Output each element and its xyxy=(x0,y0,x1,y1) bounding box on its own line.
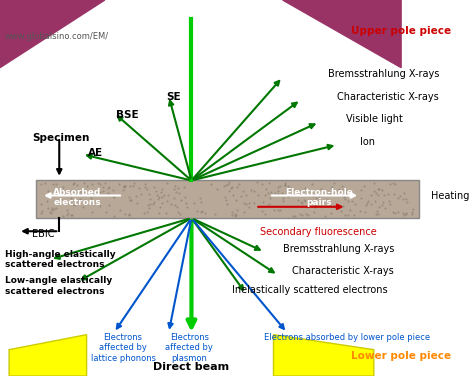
Text: Bremsstrahlung X-rays: Bremsstrahlung X-rays xyxy=(283,244,394,254)
Text: Ion: Ion xyxy=(360,136,375,147)
Text: Specimen: Specimen xyxy=(32,133,89,143)
Text: AE: AE xyxy=(88,148,103,158)
Text: Electrons
affected by
plasmon: Electrons affected by plasmon xyxy=(165,333,213,362)
Polygon shape xyxy=(273,335,374,376)
Text: SE: SE xyxy=(166,91,181,102)
Text: Absorbed
electrons: Absorbed electrons xyxy=(54,188,101,207)
Text: Inelastically scattered electrons: Inelastically scattered electrons xyxy=(232,285,388,295)
Polygon shape xyxy=(283,0,401,68)
Text: www.globalsino.com/EM/: www.globalsino.com/EM/ xyxy=(5,32,109,41)
Text: Heating: Heating xyxy=(431,191,469,200)
Text: BSE: BSE xyxy=(116,110,139,120)
Text: Upper pole piece: Upper pole piece xyxy=(351,26,451,36)
Text: Electrons
affected by
lattice phonons: Electrons affected by lattice phonons xyxy=(91,333,155,362)
Polygon shape xyxy=(0,0,105,68)
Text: Visible light: Visible light xyxy=(346,114,403,124)
Text: Bremsstrahlung X-rays: Bremsstrahlung X-rays xyxy=(328,69,439,79)
Text: Lower pole piece: Lower pole piece xyxy=(351,351,451,361)
Text: Low-angle elastically
scattered electrons: Low-angle elastically scattered electron… xyxy=(5,276,112,296)
Text: High-angle elastically
scattered electrons: High-angle elastically scattered electro… xyxy=(5,250,115,270)
Bar xyxy=(36,180,419,218)
Text: Characteristic X-rays: Characteristic X-rays xyxy=(292,266,393,276)
Text: Secondary fluorescence: Secondary fluorescence xyxy=(260,227,376,238)
Text: Direct beam: Direct beam xyxy=(154,362,229,372)
Text: Characteristic X-rays: Characteristic X-rays xyxy=(337,91,439,102)
Polygon shape xyxy=(9,335,87,376)
Text: Electrons absorbed by lower pole piece: Electrons absorbed by lower pole piece xyxy=(264,333,430,342)
Text: Electron-hole
pairs: Electron-hole pairs xyxy=(285,188,353,207)
Text: EBIC: EBIC xyxy=(32,229,55,239)
